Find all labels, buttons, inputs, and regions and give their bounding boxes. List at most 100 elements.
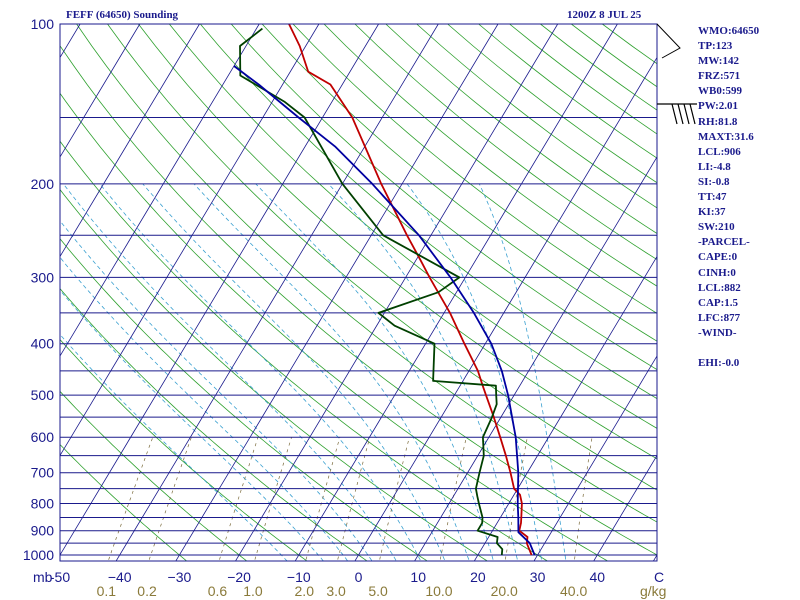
sounding-time: 1200Z 8 JUL 25 <box>567 9 642 21</box>
moist-adiabat-line <box>60 256 349 561</box>
isotherm-line <box>175 24 499 561</box>
index-item: SW:210 <box>698 221 735 234</box>
index-item: KI:37 <box>698 206 726 219</box>
mixing-ratio-label: 5.0 <box>368 583 388 599</box>
index-item: -PARCEL- <box>698 236 750 249</box>
mixing-ratio-line <box>305 437 341 561</box>
dry-adiabat-line <box>60 238 428 561</box>
dry-adiabat-line <box>323 24 657 287</box>
mixing-ratio-line <box>378 437 410 561</box>
isotherm-line <box>533 355 657 561</box>
dry-adiabat-line <box>60 338 308 561</box>
dry-adiabat-line <box>354 24 657 261</box>
index-item: CAP:1.5 <box>698 296 739 309</box>
isotherm-line <box>0 24 20 566</box>
plot-frame <box>59 23 658 562</box>
temperature-tick-label: 40 <box>590 569 606 585</box>
pressure-tick-label: 800 <box>31 496 55 512</box>
isotherm-line <box>593 454 657 561</box>
mixing-ratio-line <box>254 437 292 561</box>
dry-adiabat-line <box>76 24 657 523</box>
parcel-trace-line <box>233 65 536 556</box>
mixing-ratio-label: 10.0 <box>425 583 452 599</box>
pressure-tick-label: 1000 <box>23 547 54 563</box>
index-item: RH:81.8 <box>698 115 738 128</box>
temperature-tick-label: −40 <box>108 569 132 585</box>
moist-adiabat-line <box>60 333 288 561</box>
index-item: LCL:906 <box>698 145 741 158</box>
pressure-tick-label: 500 <box>31 387 55 403</box>
mixing-ratio-line <box>504 437 528 561</box>
isotherm-line <box>60 24 81 59</box>
mixing-ratio-label: 0.1 <box>97 583 117 599</box>
stability-indices-panel: WMO:64650 TP:123 MW:142 FRZ:571 WB0:599 PW:2.… <box>698 24 759 371</box>
isotherm-line <box>294 24 618 561</box>
dry-adiabat-line <box>60 45 657 556</box>
index-item: EHI:-0.0 <box>698 357 740 370</box>
mixing-ratio-label: 20.0 <box>491 583 518 599</box>
dry-adiabat-line <box>199 24 657 400</box>
index-item: CAPE:0 <box>698 251 738 264</box>
dry-adiabat-line <box>60 390 248 561</box>
index-item: LCL:882 <box>698 281 741 294</box>
temperature-tick-label: −10 <box>287 569 311 585</box>
dry-adiabat-line <box>60 92 609 561</box>
isotherm-line <box>354 56 657 561</box>
temperature-tick-label: −20 <box>227 569 251 585</box>
dry-adiabat-line <box>571 24 657 88</box>
index-item: MW:142 <box>698 55 739 68</box>
isotherm-line <box>115 24 439 561</box>
dry-adiabat-line <box>230 24 657 371</box>
temperature-tick-label: -50 <box>50 569 70 585</box>
pressure-tick-label: 600 <box>31 429 55 445</box>
mixing-ratio-label: 0.2 <box>137 583 157 599</box>
isotherm-line <box>60 24 260 357</box>
pressure-tick-label: 200 <box>31 176 55 192</box>
index-item: MAXT:31.6 <box>698 130 754 143</box>
moist-adiabat-line <box>142 183 446 561</box>
dewpoint-profile-line <box>239 27 504 556</box>
index-item: -WIND- <box>698 326 737 339</box>
pressure-tick-label: 900 <box>31 523 55 539</box>
pressure-tick-label: 100 <box>31 16 55 32</box>
temperature-profile-line <box>288 24 533 556</box>
dry-adiabat-line <box>60 140 549 561</box>
index-item: FRZ:571 <box>698 70 741 83</box>
index-item: TP:123 <box>698 40 733 53</box>
moist-adiabat-line <box>99 183 422 561</box>
isotherm-line <box>235 24 559 561</box>
dry-adiabat-line <box>292 24 657 314</box>
mixing-ratio-unit-label: g/kg <box>640 583 666 599</box>
station-title: FEFF (64650) Sounding <box>66 9 179 21</box>
moist-adiabat-line <box>406 183 543 561</box>
moist-adiabat-line <box>328 183 519 561</box>
moist-adiabat-line <box>255 183 494 561</box>
dry-adiabat-line <box>107 24 657 491</box>
dry-adiabat-line <box>60 444 188 561</box>
mixing-ratio-label: 3.0 <box>326 583 346 599</box>
mixing-ratio-line <box>337 437 371 561</box>
index-item: WMO:64650 <box>698 25 760 37</box>
temperature-tick-label: 20 <box>470 569 486 585</box>
pressure-tick-label: 300 <box>31 269 55 285</box>
mixing-ratio-line <box>218 437 259 561</box>
index-item: PW:2.01 <box>698 100 739 113</box>
temperature-tick-label: 0 <box>355 569 363 585</box>
mixing-ratio-line <box>107 437 154 561</box>
wind-barb-icon <box>656 23 681 59</box>
index-item: CINH:0 <box>698 266 736 279</box>
pressure-tick-label: 400 <box>31 336 55 352</box>
index-item: LI:-4.8 <box>698 160 731 173</box>
mixing-ratio-label: 40.0 <box>560 583 587 599</box>
temperature-unit-label: C <box>654 569 664 585</box>
index-item <box>698 341 759 356</box>
dry-adiabat-line <box>60 287 368 561</box>
mixing-ratio-line <box>439 437 467 561</box>
mixing-ratio-label: 2.0 <box>295 583 315 599</box>
isotherm-line <box>473 255 657 561</box>
temperature-tick-label: 10 <box>410 569 426 585</box>
dry-adiabat-line <box>60 188 489 561</box>
isotherm-line <box>60 24 200 258</box>
temperature-tick-label: −30 <box>168 569 192 585</box>
mixing-ratio-line <box>573 437 593 561</box>
